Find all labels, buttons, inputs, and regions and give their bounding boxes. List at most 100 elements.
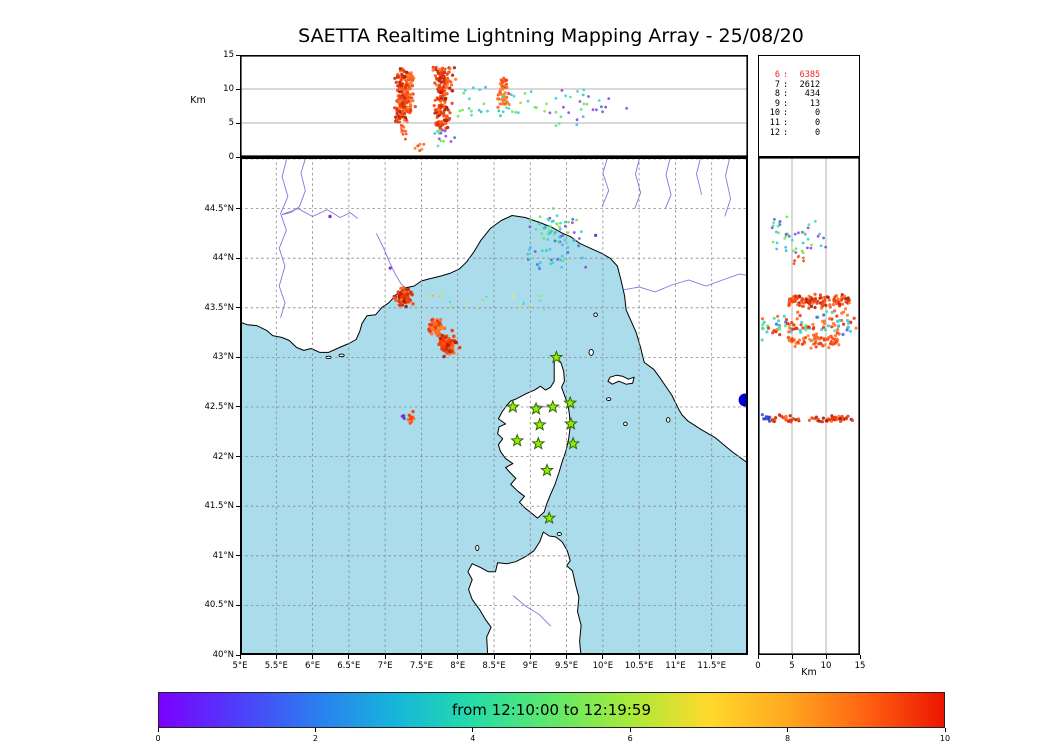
lon-tick-label: 5.5°E bbox=[264, 661, 288, 671]
tick-mark bbox=[825, 655, 827, 659]
station-star bbox=[563, 416, 578, 430]
alt-tick-label: 15 bbox=[854, 661, 866, 671]
colorbar-tick-label: 4 bbox=[470, 734, 476, 743]
tick-mark bbox=[348, 655, 350, 659]
tick-mark bbox=[239, 655, 241, 659]
figure-title: SAETTA Realtime Lightning Mapping Array … bbox=[298, 25, 804, 47]
time-window-label: from 12:10:00 to 12:19:59 bbox=[451, 701, 651, 719]
lat-tick-label: 40.5°N bbox=[204, 600, 234, 611]
lightning-point bbox=[594, 233, 598, 237]
small-island bbox=[606, 397, 612, 401]
station-count-row: 6:6385 bbox=[774, 70, 821, 80]
alt-tick-label: 0 bbox=[228, 152, 234, 162]
lat-tick-label: 43.5°N bbox=[204, 302, 234, 313]
station-count-row: 10:0 bbox=[769, 108, 821, 119]
tick-mark bbox=[236, 156, 240, 158]
station-star bbox=[505, 399, 520, 413]
station-star bbox=[532, 417, 547, 431]
station-count-row: 11:0 bbox=[769, 117, 821, 128]
tick-mark bbox=[312, 655, 314, 659]
tick-mark bbox=[791, 655, 793, 659]
lon-tick-label: 9.5°E bbox=[554, 661, 579, 671]
tick-mark bbox=[236, 406, 240, 408]
station-star bbox=[542, 510, 557, 525]
colorbar-tick-label: 10 bbox=[939, 734, 951, 743]
tick-mark bbox=[236, 54, 240, 56]
small-island bbox=[556, 532, 562, 536]
lon-tick-label: 11.5°E bbox=[697, 661, 726, 671]
station-star bbox=[510, 433, 525, 447]
station-star bbox=[539, 463, 555, 477]
elba-island bbox=[607, 374, 635, 385]
lightning-point bbox=[388, 266, 392, 270]
land bbox=[240, 157, 748, 655]
large-blue-marker bbox=[738, 393, 748, 407]
tick-mark bbox=[275, 655, 277, 659]
station-count-panel: 6:6385 7:2612 8:434 9:13 10:0 11:0 12:0 bbox=[758, 55, 860, 157]
lon-tick-label: 8.5°E bbox=[482, 661, 506, 671]
corsica-coast bbox=[497, 355, 571, 519]
small-island bbox=[588, 348, 594, 356]
tick-mark bbox=[236, 604, 240, 606]
colorbar-tick-label: 0 bbox=[155, 734, 161, 743]
small-island bbox=[593, 312, 598, 317]
lightning-point bbox=[328, 214, 332, 219]
lightning-scatter-alt-lat bbox=[760, 215, 858, 424]
lon-tick-label: 9°E bbox=[522, 661, 538, 671]
map-panel bbox=[240, 157, 748, 655]
lat-tick-label: 42.5°N bbox=[204, 401, 234, 412]
tick-mark bbox=[457, 655, 459, 659]
lon-tick-label: 10°E bbox=[592, 661, 614, 671]
tick-mark bbox=[384, 655, 386, 659]
tick-mark bbox=[674, 655, 676, 659]
lon-tick-label: 6°E bbox=[305, 661, 321, 671]
small-island bbox=[338, 353, 345, 358]
mainland-coast bbox=[240, 157, 748, 464]
station-star bbox=[563, 395, 578, 410]
alt-tick-label: 10 bbox=[820, 661, 832, 671]
tick-mark bbox=[493, 655, 495, 659]
lat-tick-label: 44.5°N bbox=[204, 203, 234, 214]
tick-mark bbox=[629, 728, 631, 732]
panel-border bbox=[758, 157, 860, 655]
lon-tick-label: 11°E bbox=[665, 661, 686, 671]
lon-tick-label: 7.5°E bbox=[409, 661, 433, 671]
alt-tick-label: 15 bbox=[223, 50, 234, 60]
tick-mark bbox=[236, 356, 240, 358]
small-island bbox=[623, 421, 628, 427]
lat-tick-label: 44°N bbox=[212, 253, 234, 264]
station-star bbox=[549, 349, 564, 364]
tick-mark bbox=[236, 122, 240, 124]
altitude-latitude-plot bbox=[758, 157, 860, 655]
tick-mark bbox=[236, 257, 240, 259]
lat-tick-label: 42°N bbox=[212, 451, 234, 462]
station-count-list: 6:6385 7:2612 8:434 9:13 10:0 11:0 12:0 bbox=[768, 70, 821, 138]
sardinia-coast bbox=[467, 531, 582, 655]
altitude-longitude-panel bbox=[240, 55, 748, 157]
tick-mark bbox=[236, 88, 240, 90]
altitude-axis-label-bottom: Km bbox=[801, 667, 817, 678]
station-count-row: 8:434 bbox=[774, 89, 821, 100]
tick-mark bbox=[944, 728, 946, 732]
small-island bbox=[475, 544, 480, 551]
altitude-longitude-plot bbox=[240, 55, 748, 157]
time-colorbar: from 12:10:00 to 12:19:59 bbox=[158, 692, 945, 728]
station-count-row: 12:0 bbox=[769, 127, 821, 138]
tick-mark bbox=[157, 728, 159, 732]
tick-mark bbox=[566, 655, 568, 659]
tick-mark bbox=[236, 505, 240, 507]
tick-mark bbox=[236, 654, 240, 656]
alt-gridlines bbox=[240, 88, 748, 124]
altitude-axis-label-left: Km bbox=[190, 95, 206, 106]
tick-mark bbox=[236, 208, 240, 210]
colorbar-tick-label: 6 bbox=[627, 734, 633, 743]
tick-mark bbox=[529, 655, 531, 659]
lat-tick-label: 40°N bbox=[212, 650, 234, 660]
tick-mark bbox=[314, 728, 316, 732]
small-island bbox=[665, 417, 671, 423]
tick-mark bbox=[420, 655, 422, 659]
lat-tick-label: 41.5°N bbox=[204, 501, 234, 512]
alt-tick-label: 5 bbox=[789, 661, 795, 671]
lon-tick-label: 10.5°E bbox=[624, 661, 654, 671]
